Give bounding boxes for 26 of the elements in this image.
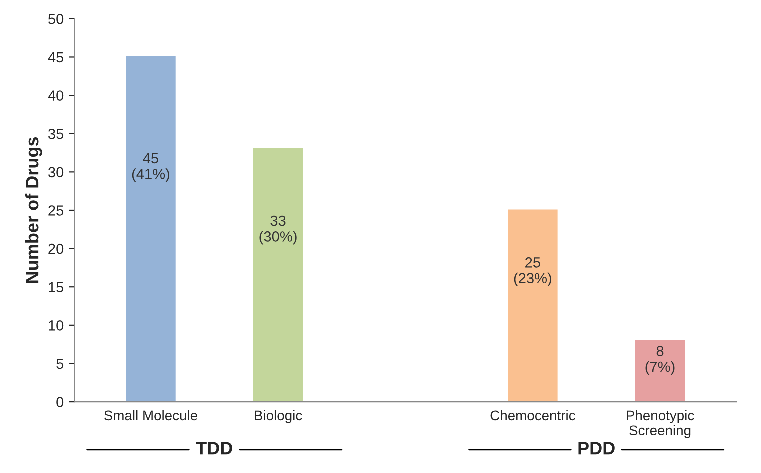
x-tick-label: Phenotypic Screening [627,410,694,438]
x-tick-label: Chemocentric [490,410,576,421]
y-tick-label: 5 [56,358,64,370]
y-tick-label: 30 [48,167,64,178]
x-tick-label: Small Molecule [104,410,198,421]
y-axis-title: Number of Drugs [25,137,42,284]
bar [253,148,304,402]
y-tick-label: 40 [48,90,64,101]
bar [635,340,686,402]
y-tick-label: 25 [48,206,64,216]
text: PDD [578,442,615,455]
data-label: 25 (23%) [514,258,552,286]
y-tick-label: 35 [48,128,64,140]
y-tick-label: 15 [49,282,64,293]
y-tick-label: 0 [56,397,64,408]
x-tick-label: Biologic [255,410,302,424]
y-tick-label: 10 [49,320,64,331]
bar [126,56,176,402]
data-label: 8 (7%) [646,346,675,376]
text: TDD [196,442,232,455]
y-tick-label: 45 [48,52,64,63]
y-tick-label: 50 [48,14,64,24]
data-label: 45 (41%) [132,153,170,182]
y-tick-label: 20 [48,244,64,254]
data-label: 33 (30%) [260,216,297,245]
bar [508,210,558,402]
